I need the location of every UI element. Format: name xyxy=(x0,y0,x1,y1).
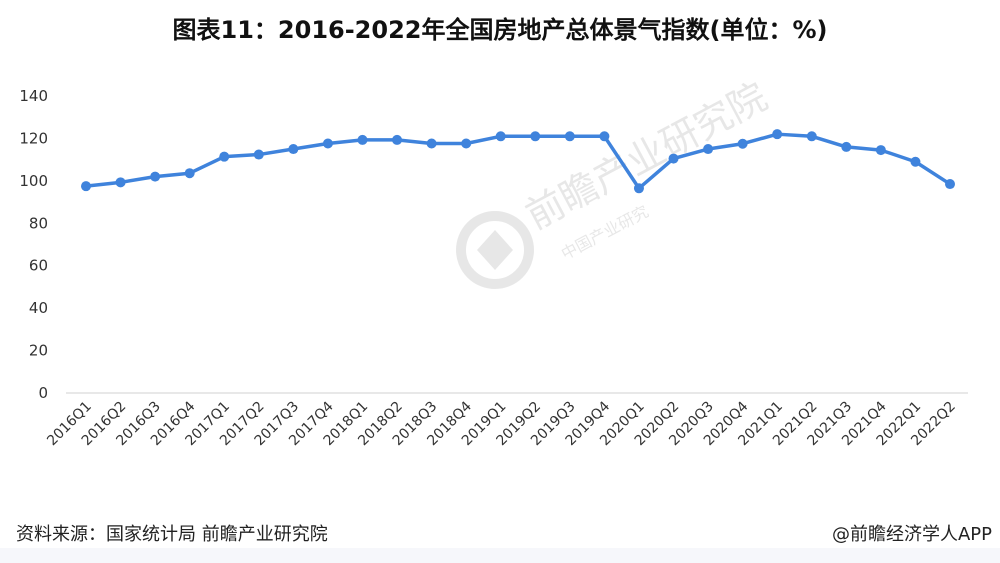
data-point xyxy=(461,138,472,149)
data-point xyxy=(910,156,921,167)
y-tick-label: 60 xyxy=(29,257,48,275)
data-point xyxy=(875,145,886,156)
credit-note: @前瞻经济学人APP xyxy=(831,524,992,545)
data-point xyxy=(772,129,783,140)
y-tick-label: 40 xyxy=(29,299,48,317)
y-tick-label: 0 xyxy=(38,384,48,402)
y-tick-label: 120 xyxy=(19,129,48,147)
footer-bar xyxy=(0,548,1000,563)
y-tick-label: 20 xyxy=(29,342,48,360)
data-point xyxy=(150,171,161,182)
data-point xyxy=(219,151,230,162)
data-points xyxy=(81,129,955,194)
data-point xyxy=(841,141,852,152)
data-point xyxy=(737,138,748,149)
y-tick-label: 100 xyxy=(19,172,48,190)
data-point xyxy=(564,131,575,142)
data-point xyxy=(253,149,264,160)
y-tick-label: 140 xyxy=(19,87,48,105)
line-chart: 0 20 40 60 80 100 120 140 2016Q12016Q22016Q3201… xyxy=(19,87,968,449)
data-point xyxy=(115,177,126,188)
data-point xyxy=(426,138,437,149)
data-point xyxy=(530,131,541,142)
data-point xyxy=(288,144,299,155)
data-point xyxy=(495,131,506,142)
data-point xyxy=(945,179,955,190)
data-point xyxy=(392,134,403,145)
data-point xyxy=(81,181,91,192)
series-line xyxy=(85,132,951,191)
y-axis: 0 20 40 60 80 100 120 140 xyxy=(19,87,48,402)
data-point xyxy=(357,134,368,145)
data-point xyxy=(806,131,817,142)
y-tick-label: 80 xyxy=(29,214,48,232)
data-point xyxy=(322,138,333,149)
data-point xyxy=(633,183,644,194)
source-note: 资料来源：国家统计局 前瞻产业研究院 xyxy=(16,524,328,545)
x-axis: 2016Q12016Q22016Q32016Q42017Q12017Q22017… xyxy=(44,398,959,449)
data-point xyxy=(599,131,610,142)
data-point xyxy=(703,144,714,155)
data-point xyxy=(184,168,195,179)
data-point xyxy=(668,153,679,164)
chart-title: 图表11：2016-2022年全国房地产总体景气指数(单位：%) xyxy=(172,16,828,44)
